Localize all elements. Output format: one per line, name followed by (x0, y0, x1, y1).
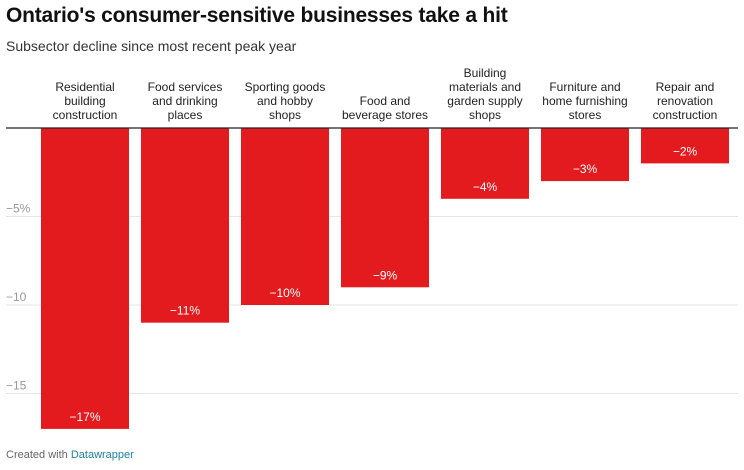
bar-value-label: −17% (69, 410, 100, 424)
category-label: Residential (55, 80, 114, 94)
footer-prefix: Created with (6, 449, 68, 461)
bar-value-label: −2% (673, 144, 698, 158)
category-label: Sporting goods (245, 80, 326, 94)
bar (341, 128, 429, 288)
datawrapper-link[interactable]: Datawrapper (70, 449, 134, 461)
category-label: materials and (449, 80, 521, 94)
bar-value-label: −3% (573, 162, 598, 176)
bar-value-label: −4% (473, 180, 498, 194)
chart-title: Ontario's consumer-sensitive businesses … (6, 4, 508, 27)
category-label: Building (464, 66, 507, 80)
bar (41, 128, 129, 429)
category-label: Food services (148, 80, 223, 94)
category-label: Repair and (656, 80, 715, 94)
category-label: construction (53, 108, 118, 122)
footer-credit: Created with Datawrapper (6, 449, 134, 461)
bar (141, 128, 229, 323)
category-label: and drinking (152, 94, 217, 108)
y-tick-label: −15 (6, 379, 27, 393)
category-label: beverage stores (342, 108, 428, 122)
category-label: garden supply (447, 94, 522, 108)
category-label: building (64, 94, 105, 108)
bar (541, 128, 629, 182)
bar (241, 128, 329, 305)
bar-value-label: −11% (170, 304, 200, 318)
y-tick-label: −5% (6, 202, 31, 216)
bar-value-label: −9% (373, 268, 398, 282)
chart-subtitle: Subsector decline since most recent peak… (6, 38, 297, 54)
bar-value-label: −10% (269, 286, 300, 300)
category-label: home furnishing (542, 94, 627, 108)
bar (641, 128, 729, 164)
category-label: Food and (360, 94, 411, 108)
category-label: shops (469, 108, 501, 122)
category-label: stores (569, 108, 602, 122)
category-label: renovation (657, 94, 713, 108)
category-label: Furniture and (549, 80, 620, 94)
category-label: and hobby (257, 94, 313, 108)
category-label: shops (269, 108, 301, 122)
category-label: places (168, 108, 203, 122)
y-tick-label: −10 (6, 290, 27, 304)
category-label: construction (653, 108, 718, 122)
bar (441, 128, 529, 199)
